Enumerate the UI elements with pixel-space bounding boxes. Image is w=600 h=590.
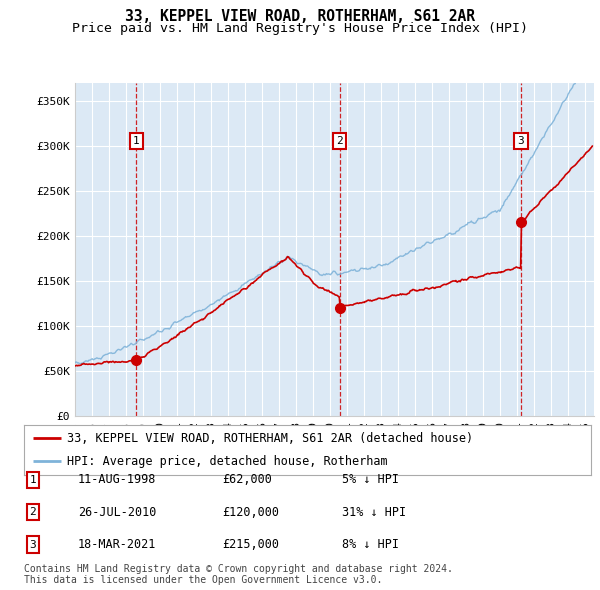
Text: 3: 3 [518,136,524,146]
Text: £120,000: £120,000 [222,506,279,519]
Text: HPI: Average price, detached house, Rotherham: HPI: Average price, detached house, Roth… [67,455,387,468]
Text: 18-MAR-2021: 18-MAR-2021 [78,538,157,551]
Text: £62,000: £62,000 [222,473,272,486]
Text: 33, KEPPEL VIEW ROAD, ROTHERHAM, S61 2AR: 33, KEPPEL VIEW ROAD, ROTHERHAM, S61 2AR [125,9,475,24]
Text: 31% ↓ HPI: 31% ↓ HPI [342,506,406,519]
Text: 1: 1 [29,475,37,484]
Text: 2: 2 [337,136,343,146]
Text: £215,000: £215,000 [222,538,279,551]
Text: 5% ↓ HPI: 5% ↓ HPI [342,473,399,486]
Text: 1: 1 [133,136,140,146]
Text: 11-AUG-1998: 11-AUG-1998 [78,473,157,486]
Text: 33, KEPPEL VIEW ROAD, ROTHERHAM, S61 2AR (detached house): 33, KEPPEL VIEW ROAD, ROTHERHAM, S61 2AR… [67,432,473,445]
Text: 8% ↓ HPI: 8% ↓ HPI [342,538,399,551]
Text: 26-JUL-2010: 26-JUL-2010 [78,506,157,519]
Text: Price paid vs. HM Land Registry's House Price Index (HPI): Price paid vs. HM Land Registry's House … [72,22,528,35]
Text: 3: 3 [29,540,37,549]
Text: 2: 2 [29,507,37,517]
Text: Contains HM Land Registry data © Crown copyright and database right 2024.
This d: Contains HM Land Registry data © Crown c… [24,563,453,585]
